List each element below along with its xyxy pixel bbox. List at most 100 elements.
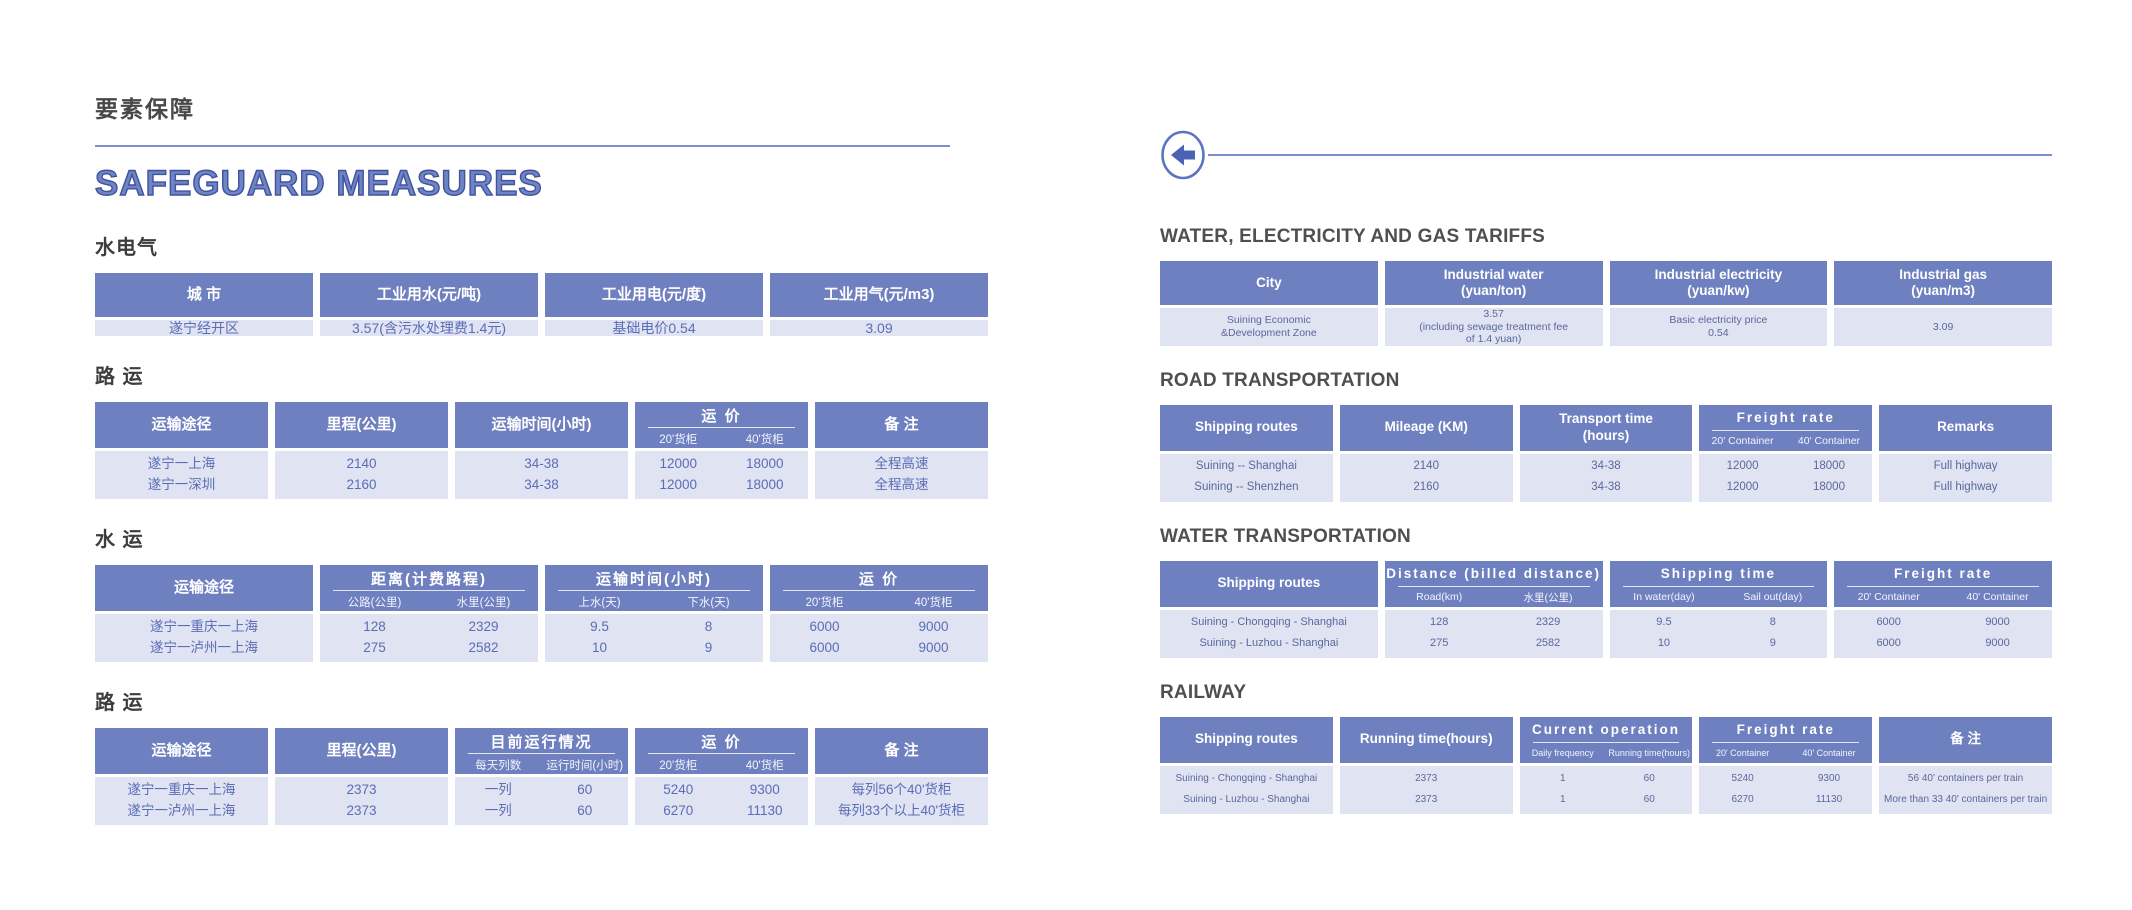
column-header: 里程(公里) <box>275 728 448 775</box>
table-cell: 一列 60 <box>455 779 628 800</box>
table-subcell: 12000 <box>659 456 698 472</box>
table-subcell: 6000 <box>809 619 840 635</box>
column-header: Shipping time In water(day) Sail out(day) <box>1609 560 1828 607</box>
table-subcell: 9.5 <box>1656 615 1672 628</box>
table-cell: 34-38 <box>1591 459 1621 472</box>
table-subcell: 9300 <box>1817 772 1841 784</box>
table-column: 运输时间(小时) 34-38 34-38 <box>455 402 628 500</box>
group-divider <box>783 590 975 592</box>
table-subcell: 12000 <box>659 477 698 493</box>
table-column: Transport time (hours) 34-38 34-38 <box>1519 404 1693 502</box>
column-subheaders: 20' Container 40' Container <box>1834 589 2052 606</box>
table-cell: 6000 9000 <box>1834 612 2052 633</box>
column-header: 运输途径 <box>95 402 268 449</box>
column-body: 3.57 (including sewage treatment fee of … <box>1384 308 1603 346</box>
column-header-label: 备 注 <box>884 416 919 434</box>
column-body: 12000 18000 12000 18000 <box>1699 453 1873 502</box>
table-cell: 10 9 <box>1610 633 1828 654</box>
doc-title-zh: 要素保障 <box>95 96 195 122</box>
table-subcell: 60 <box>577 803 593 819</box>
column-header: 运输时间(小时) <box>455 402 628 449</box>
table-cell: Suining - Luzhou - Shanghai <box>1183 793 1310 805</box>
table-column: 运 价 20'货柜 40'货柜 6000 9000 6000 9000 <box>770 565 988 663</box>
table-subcell: 60 <box>577 782 593 798</box>
table-subcell: 9000 <box>1985 615 2010 628</box>
table-subcell: 5240 <box>1731 772 1754 784</box>
column-body: 每列56个40'货柜 每列33个以上40'货柜 <box>815 777 988 826</box>
column-group-label: 目前运行情况 <box>490 733 593 751</box>
column-header: 备 注 <box>815 728 988 775</box>
table-subcell: 9000 <box>1985 636 2010 649</box>
table-subcell: 8 <box>1769 615 1776 628</box>
table-cell: 34-38 <box>524 477 559 493</box>
left-arrow-icon[interactable] <box>1160 129 1206 181</box>
column-body: 34-38 34-38 <box>1519 453 1693 502</box>
column-subheader: 20'货柜 <box>805 596 844 609</box>
table-cell: 275 2582 <box>320 637 538 658</box>
table-cell: 5240 9300 <box>1699 768 1872 789</box>
table-column: 城 市遂宁经开区 <box>95 273 313 337</box>
table-subcell: 9.5 <box>590 619 609 635</box>
column-header-label: Shipping routes <box>1195 419 1298 435</box>
table-cell: Full highway <box>1933 480 1998 493</box>
table-cell: 遂宁一重庆一上海 <box>150 619 258 635</box>
column-header: 备 注 <box>1879 716 2052 763</box>
group-divider <box>558 590 750 592</box>
table-column: Freight rate 20' Container 40' Container 12… <box>1699 404 1873 502</box>
table-cell: 遂宁一重庆一上海 <box>127 782 236 798</box>
column-header-label: Shipping routes <box>1195 731 1298 747</box>
column-header-label: Shipping routes <box>1217 575 1321 591</box>
table-subcell: 10 <box>591 640 608 656</box>
table-subcell: 6270 <box>1731 793 1754 805</box>
table-subcell: 2582 <box>468 640 499 656</box>
table-subcell: 6000 <box>1876 636 1901 649</box>
column-header-label: Industrial gas (yuan/m3) <box>1899 266 1988 298</box>
table-subcell: 9 <box>1769 636 1776 649</box>
column-header-label: Mileage (KM) <box>1384 419 1468 435</box>
column-header-label: Industrial electricity (yuan/kw) <box>1654 266 1783 298</box>
table-subcell: 9000 <box>918 619 949 635</box>
table-cell: 每列33个以上40'货柜 <box>837 803 966 819</box>
table-cell: Full highway <box>1933 459 1998 472</box>
column-header: 工业用水(元/吨) <box>320 273 538 317</box>
table-cell: 2373 <box>346 803 377 819</box>
column-header: Current operation Daily frequency Running … <box>1519 716 1693 763</box>
table-column: 工业用气(元/m3) 3.09 <box>770 273 988 337</box>
column-header-label: 备 注 <box>1950 731 1981 747</box>
column-subheader: 每天列数 <box>475 759 522 772</box>
column-subheaders: Daily frequency Running time(hours) <box>1520 745 1693 762</box>
table-cell: 34-38 <box>524 456 559 472</box>
table-column: 运输途径 遂宁一上海 遂宁一深圳 <box>95 402 268 500</box>
table-cell: Suining - Chongqing - Shanghai <box>1190 615 1347 628</box>
column-subheader: 20' Container <box>1711 435 1774 447</box>
table-cell: 6270 11130 <box>1699 789 1872 810</box>
table-cell: 2160 <box>1413 480 1439 493</box>
table-column: Current operation Daily frequency Running … <box>1519 716 1693 814</box>
column-group-label: Freight rate <box>1736 722 1835 737</box>
column-body: 基础电价0.54 <box>545 320 763 337</box>
table-subcell: 2329 <box>468 619 499 635</box>
column-group-label: Distance (billed distance) <box>1386 566 1602 581</box>
table-cell: 6000 9000 <box>770 637 988 658</box>
table-column: Shipping routes Suining - Chongqing - Sha… <box>1160 560 1378 658</box>
column-body: 6000 9000 6000 9000 <box>1834 609 2052 658</box>
table-column: 工业用电(元/度) 基础电价0.54 <box>545 273 763 337</box>
column-subheader: In water(day) <box>1633 591 1695 603</box>
column-body: 9.5 8 10 9 <box>1609 609 1828 658</box>
document-page: 要素保障 SAFEGUARD MEASURES 水电气 城 市遂宁经开区 工业用水… <box>94 96 2052 826</box>
table-column: 工业用水(元/吨) 3.57(含污水处理费1.4元) <box>320 273 538 337</box>
table-subcell: 275 <box>1430 636 1449 649</box>
table-subcell: 11130 <box>746 803 783 819</box>
table-column: 距离(计费路程) 公路(公里) 水里(公里) 128 2329 275 2582 <box>320 565 538 663</box>
group-divider <box>648 753 795 755</box>
table-cell: 遂宁一上海 <box>147 456 216 472</box>
table-column: 备 注 56 40' containers per train More than … <box>1879 716 2052 814</box>
table-cell: Basic electricity price 0.54 <box>1669 314 1768 339</box>
column-header-label: 运输时间(小时) <box>491 416 592 434</box>
table-column: 运输途径 遂宁一重庆一上海 遂宁一泸州一上海 <box>95 565 313 663</box>
column-header: Shipping routes <box>1160 716 1333 763</box>
column-header-label: Transport time (hours) <box>1559 411 1653 443</box>
table-subcell: 128 <box>363 619 386 635</box>
table-subcell: 11130 <box>1815 793 1843 805</box>
column-header-label: 工业用电(元/度) <box>601 286 707 303</box>
